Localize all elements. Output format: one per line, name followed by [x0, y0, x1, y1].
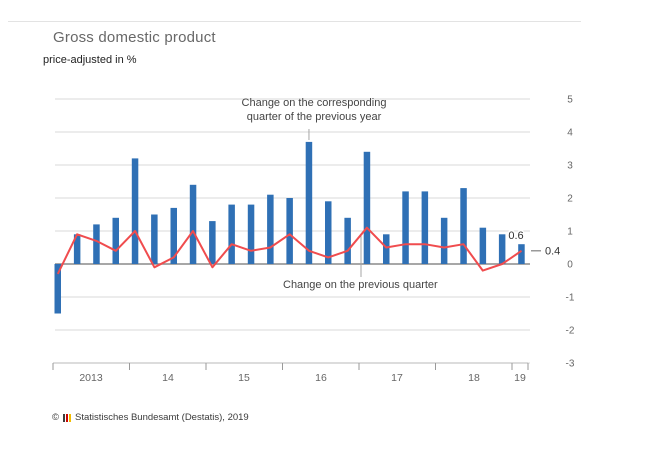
svg-text:18: 18 [468, 372, 480, 384]
qoq-line [56, 226, 523, 275]
svg-text:0.6: 0.6 [508, 230, 523, 242]
bar-Q1 2019 [518, 244, 525, 264]
bar-Q2 2018 [460, 188, 467, 264]
bar-Q1 2016 [286, 198, 293, 264]
bar-Q2 2016 [305, 141, 313, 264]
annotation-qoq-series-label: Change on the previous quarter [283, 279, 438, 291]
bar-Q3 2018 [479, 227, 487, 264]
bar-Q1 2013 [54, 264, 61, 314]
bar-Q4 2014 [189, 184, 197, 264]
svg-text:4: 4 [567, 128, 573, 139]
chart-title: Gross domestic product [53, 29, 216, 46]
top-divider [8, 21, 581, 22]
bar-Q3 2014 [170, 207, 177, 264]
bar-Q1 2014 [131, 158, 139, 264]
svg-text:-3: -3 [566, 359, 575, 370]
bar-Q4 2018 [498, 234, 506, 264]
svg-text:-1: -1 [566, 293, 575, 304]
chart-subtitle: price-adjusted in % [43, 54, 137, 66]
bar-Q3 2016 [325, 201, 332, 264]
bar-Q4 2016 [344, 217, 351, 264]
destatis-logo-icon [63, 413, 71, 422]
svg-text:0.4: 0.4 [545, 245, 560, 257]
svg-text:1: 1 [567, 227, 573, 238]
annotation-yoy-series-label: Change on the corresponding quarter of t… [241, 97, 387, 123]
svg-text:19: 19 [514, 372, 526, 384]
svg-text:15: 15 [238, 372, 250, 384]
bar-Q3 2013 [93, 224, 100, 264]
bar-Q2 2013 [73, 234, 81, 264]
svg-text:0: 0 [567, 260, 573, 271]
bar-Q3 2015 [247, 204, 255, 264]
svg-text:-2: -2 [566, 326, 575, 337]
bar-Q4 2013 [112, 217, 119, 264]
svg-text:16: 16 [315, 372, 327, 384]
svg-text:17: 17 [391, 372, 403, 384]
svg-text:3: 3 [567, 161, 573, 172]
bar-Q1 2015 [209, 221, 216, 264]
bar-Q4 2015 [267, 194, 274, 264]
bar-Q1 2018 [440, 217, 448, 264]
bar-Q2 2015 [228, 204, 235, 264]
source-footer: © Statistisches Bundesamt (Destatis), 20… [52, 412, 249, 423]
svg-text:2: 2 [567, 194, 573, 205]
bar-Q1 2017 [363, 151, 371, 264]
bar-Q2 2014 [151, 214, 158, 264]
svg-text:5: 5 [567, 95, 573, 106]
svg-text:14: 14 [162, 372, 174, 384]
source-text: Statistisches Bundesamt (Destatis), 2019 [75, 412, 249, 423]
svg-text:2013: 2013 [79, 372, 103, 384]
bar-Q4 2017 [421, 191, 429, 264]
bar-Q3 2017 [402, 191, 409, 264]
copyright-symbol: © [52, 412, 59, 423]
bar-Q2 2017 [383, 234, 390, 264]
